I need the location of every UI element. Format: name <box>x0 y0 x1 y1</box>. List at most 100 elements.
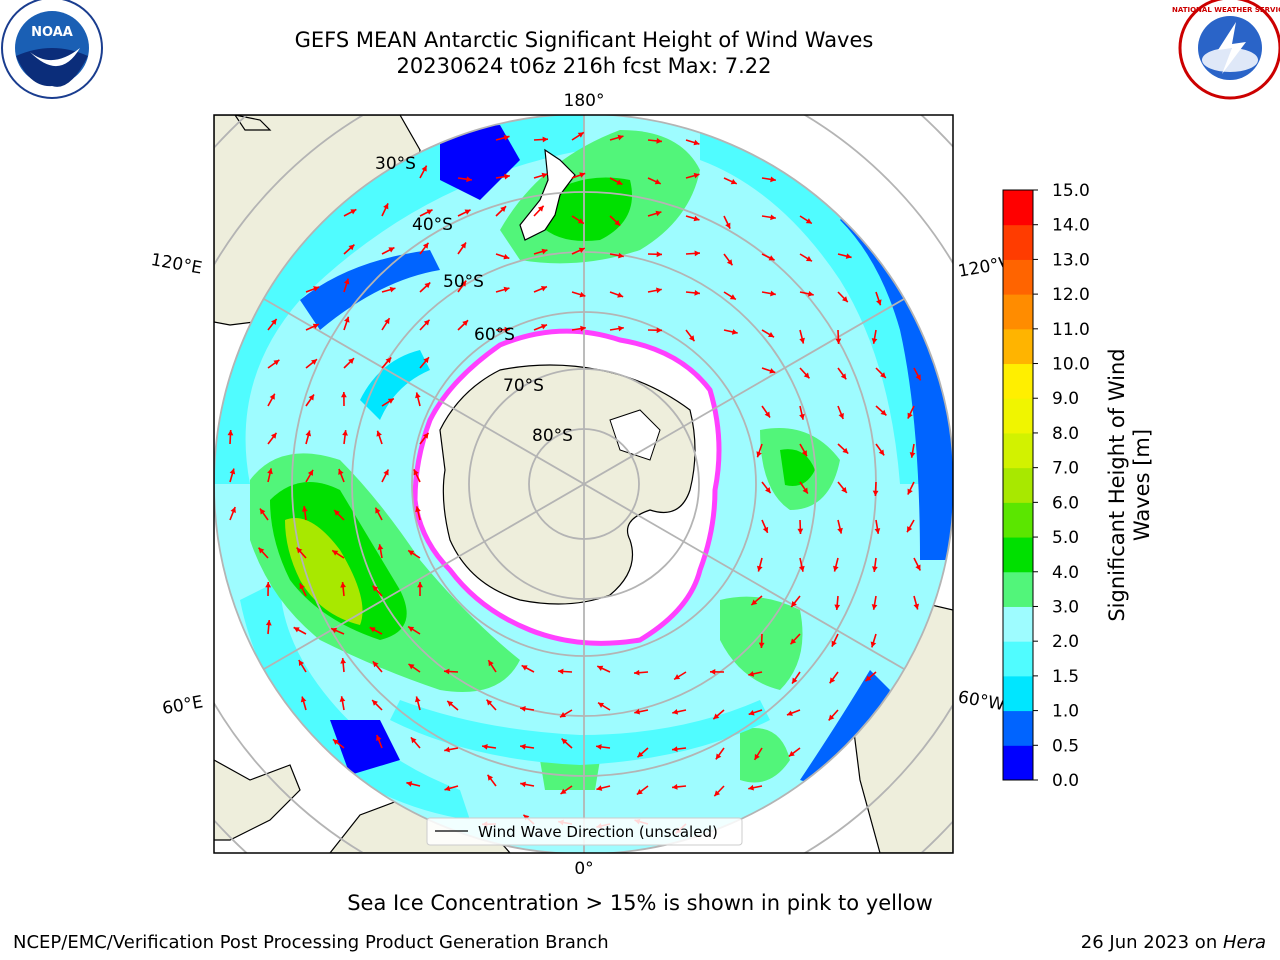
wind-arrow-head <box>598 702 605 708</box>
wind-arrow-head <box>791 601 797 607</box>
wind-arrow-head <box>421 165 427 172</box>
colorbar-segment <box>1003 502 1033 538</box>
colorbar-tick-label: 5.0 <box>1052 528 1079 548</box>
wind-arrow-head <box>790 638 797 645</box>
map-title: GEFS MEAN Antarctic Significant Height o… <box>294 28 874 52</box>
wind-arrow-head <box>688 335 695 342</box>
wind-arrow-head <box>259 508 266 515</box>
wind-arrow-head <box>805 218 812 224</box>
wind-arrow-head <box>834 604 841 610</box>
footer-credit: NCEP/EMC/Verification Post Processing Pr… <box>13 932 609 953</box>
colorbar-border <box>1002 189 1034 781</box>
wind-arrow-head <box>831 640 837 647</box>
wind-arrow-head <box>837 527 843 534</box>
wind-arrow-head <box>634 669 640 676</box>
wind-arrow-head <box>331 627 338 634</box>
lon-label-0: 0° <box>574 859 593 879</box>
colorbar-segment <box>1003 294 1033 330</box>
colorbar-tick-label: 4.0 <box>1052 563 1079 583</box>
wind-arrow-head <box>770 290 776 297</box>
colorbar-segment <box>1003 710 1033 746</box>
colorbar-segment <box>1003 363 1033 399</box>
wind-arrow-head <box>258 547 265 554</box>
legend-label: Wind Wave Direction (unscaled) <box>478 823 718 841</box>
wind-arrow-head <box>672 709 679 715</box>
wind-arrow-head <box>308 394 314 401</box>
wind-arrow-head <box>372 585 379 592</box>
wind-arrow-head <box>270 432 277 439</box>
wind-arrow-head <box>541 172 548 179</box>
wind-arrow-head <box>694 250 700 257</box>
lat-label-80s: 80°S <box>532 426 573 446</box>
wind-arrow-head <box>344 316 350 323</box>
colorbar-segment <box>1003 467 1033 503</box>
wind-arrow-head <box>537 205 544 212</box>
colorbar-tick-label: 0.5 <box>1052 736 1079 756</box>
wind-arrow-head <box>520 781 526 788</box>
wind-arrow-head <box>878 449 885 456</box>
wind-arrow-head <box>444 785 451 792</box>
wind-arrow-head <box>415 392 421 399</box>
wind-arrow-head <box>694 290 700 296</box>
wind-arrow-head <box>765 487 771 494</box>
wind-arrow-head <box>503 253 510 260</box>
wind-arrow-head <box>560 712 566 718</box>
wind-arrow-head <box>880 372 886 378</box>
wind-arrow-head <box>307 469 314 476</box>
wind-arrow-head <box>909 452 916 458</box>
wind-arrow-head <box>305 430 312 437</box>
wind-arrow-head <box>383 203 389 210</box>
wind-arrow-head <box>597 665 604 671</box>
wind-arrow-head <box>460 242 466 249</box>
colorbar-segment <box>1003 398 1033 434</box>
wind-arrow-head <box>504 326 510 333</box>
wind-arrow-head <box>876 299 882 306</box>
wind-arrow-head <box>338 468 344 475</box>
noaa-logo: NOAA <box>1 0 103 99</box>
colorbar-segment <box>1003 606 1033 642</box>
wind-arrow-head <box>654 178 661 185</box>
wind-arrow-head <box>560 788 567 795</box>
colorbar-segment <box>1003 190 1033 226</box>
wind-arrow-head <box>410 737 417 744</box>
wind-arrow-head <box>726 259 733 266</box>
wind-arrow-head <box>369 627 376 633</box>
colorbar-tick-label: 2.0 <box>1052 632 1079 652</box>
wind-arrow-head <box>713 713 720 720</box>
wind-arrow-head <box>674 674 681 680</box>
wind-arrow-head <box>693 215 700 222</box>
wind-arrow-head <box>751 599 758 606</box>
wind-arrow-head <box>311 359 317 365</box>
wind-arrow-head <box>614 219 621 226</box>
wind-arrow-head <box>845 253 852 259</box>
lon-label-60w: 60°W <box>956 687 1006 715</box>
colorbar-tick-label: 6.0 <box>1052 493 1079 513</box>
wind-arrow-head <box>387 398 394 404</box>
wind-arrow-head <box>332 739 339 745</box>
colorbar-tick-label: 9.0 <box>1052 389 1079 409</box>
wind-arrow-head <box>422 242 429 249</box>
wind-arrow-head <box>805 256 812 262</box>
wind-arrow-head <box>229 468 236 475</box>
wind-arrow-head <box>377 544 384 550</box>
wind-arrow-head <box>406 781 413 787</box>
wind-arrow-head <box>786 710 793 716</box>
wind-arrow-head <box>504 173 510 180</box>
lon-label-60e: 60°E <box>161 692 205 719</box>
wind-arrow-head <box>769 368 776 374</box>
wind-arrow-head <box>423 357 429 364</box>
map-frame <box>213 114 954 854</box>
wind-arrow-head <box>801 450 807 457</box>
wind-arrow-head <box>748 671 755 677</box>
wind-arrow-head <box>768 331 775 338</box>
wind-arrow-head <box>500 206 507 212</box>
wind-arrow-head <box>541 324 547 330</box>
wind-wave-legend: Wind Wave Direction (unscaled) <box>426 817 743 846</box>
wind-arrow-head <box>770 214 776 221</box>
colorbar-segment <box>1003 641 1033 677</box>
wind-arrow-head <box>616 179 623 185</box>
nws-logo: NATIONAL WEATHER SERVICE <box>1172 0 1280 100</box>
wind-arrow-head <box>372 661 379 668</box>
lat-label-40s: 40°S <box>412 215 453 235</box>
wind-arrow-head <box>756 451 762 458</box>
